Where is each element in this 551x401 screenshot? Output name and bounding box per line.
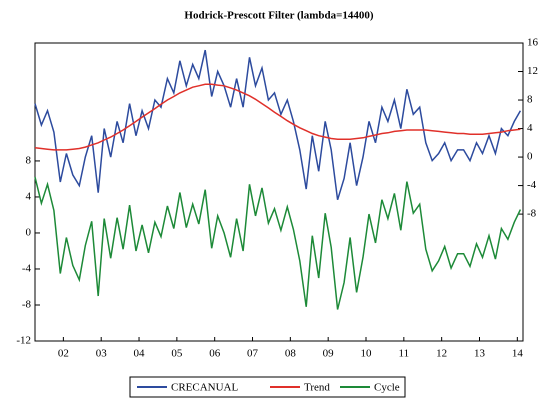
x-tick-label: 11 xyxy=(399,348,410,360)
chart-title: Hodrick-Prescott Filter (lambda=14400) xyxy=(184,10,373,22)
y2-tick-label: 16 xyxy=(527,37,539,49)
y2-tick-label: 8 xyxy=(527,94,533,106)
y-tick-label: 8 xyxy=(26,154,32,166)
x-tick-label: 05 xyxy=(171,348,183,360)
legend-label: Trend xyxy=(304,382,330,394)
y2-tick-label: 0 xyxy=(527,151,533,163)
legend-box xyxy=(129,376,406,398)
legend-label: CRECANUAL xyxy=(171,382,239,394)
y-tick-label: -12 xyxy=(16,335,31,347)
plot-frame xyxy=(34,42,524,342)
y2-tick-label: 12 xyxy=(527,65,538,77)
x-tick-label: 03 xyxy=(96,348,108,360)
y-tick-label: 4 xyxy=(26,190,32,202)
y-tick-label: 0 xyxy=(26,226,32,238)
y2-tick-label: -8 xyxy=(527,208,537,220)
series-line xyxy=(34,176,522,310)
y-tick-label: -4 xyxy=(22,263,32,275)
x-tick-label: 08 xyxy=(285,348,297,360)
x-tick-label: 07 xyxy=(247,348,259,360)
x-tick-label: 13 xyxy=(474,348,486,360)
x-tick-label: 10 xyxy=(361,348,373,360)
x-tick-label: 14 xyxy=(512,348,524,360)
legend-label: Cycle xyxy=(374,382,400,394)
x-tick-label: 06 xyxy=(209,348,221,360)
y-tick-label: -8 xyxy=(22,299,32,311)
series-line xyxy=(34,49,522,201)
x-tick-label: 04 xyxy=(134,348,146,360)
x-tick-label: 12 xyxy=(436,348,447,360)
y2-tick-label: 4 xyxy=(527,122,533,134)
series-line xyxy=(34,83,521,151)
x-tick-label: 09 xyxy=(323,348,335,360)
x-tick-label: 02 xyxy=(58,348,69,360)
y2-tick-label: -4 xyxy=(527,179,537,191)
